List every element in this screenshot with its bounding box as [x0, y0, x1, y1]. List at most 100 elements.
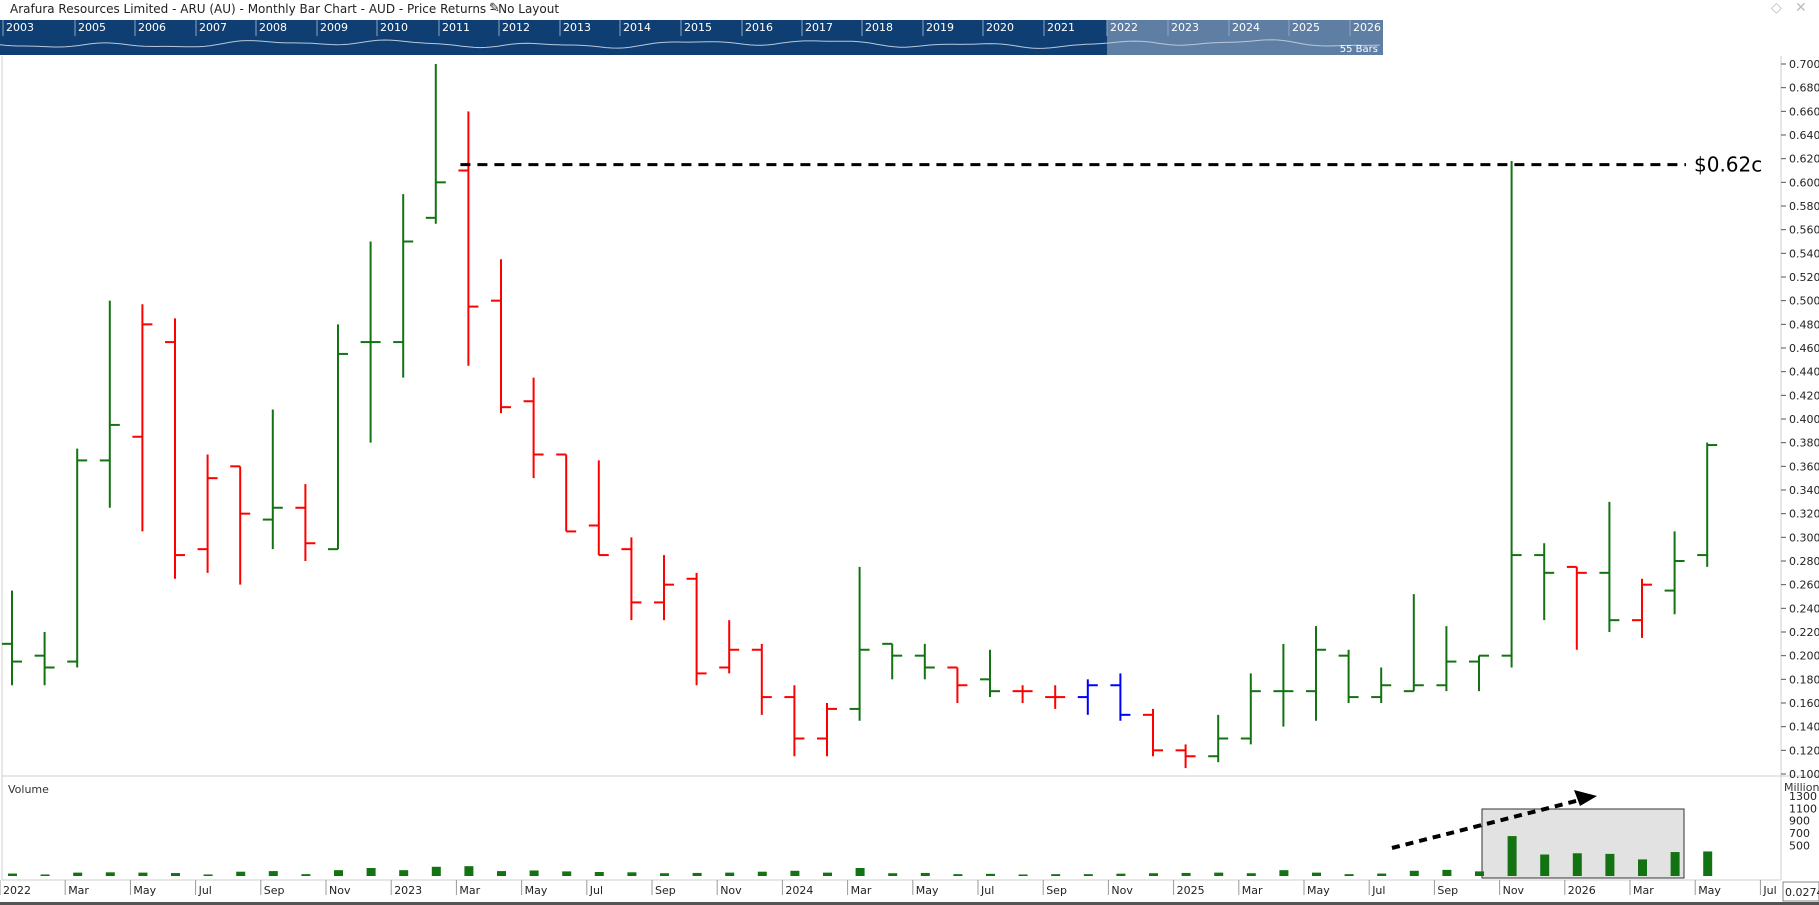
ohlc-bar: [1403, 594, 1424, 693]
pencil-icon[interactable]: ✎: [489, 1, 500, 16]
volume-bar: [301, 874, 311, 876]
navigator-year-label: 2025: [1292, 21, 1320, 34]
price-tick-label: 0.580: [1789, 200, 1819, 213]
date-tick-label: Jul: [198, 884, 212, 897]
volume-bar: [1475, 871, 1484, 876]
ohlc-bar: [1077, 679, 1098, 715]
volume-bar: [1051, 874, 1061, 876]
price-tick-label: 0.700: [1789, 58, 1819, 71]
navigator-year-label: 2024: [1232, 21, 1260, 34]
volume-bar: [1149, 873, 1158, 876]
ohlc-bar: [817, 703, 837, 757]
ohlc-bar: [947, 666, 968, 703]
navigator-year-label: 2023: [1171, 21, 1199, 34]
price-bars: [2, 64, 1718, 769]
volume-bar: [660, 873, 669, 876]
ohlc-bar: [1143, 708, 1163, 757]
ohlc-bar: [654, 555, 674, 621]
date-tick-label: Nov: [329, 884, 351, 897]
pin-icon[interactable]: ✕: [1795, 0, 1807, 16]
volume-bar: [1279, 870, 1289, 876]
ohlc-bar: [686, 572, 707, 686]
volume-bar: [1409, 870, 1419, 876]
ohlc-bar: [1110, 673, 1131, 721]
volume-bar: [855, 868, 865, 876]
price-tick-label: 0.480: [1789, 318, 1819, 331]
volume-bar: [1507, 836, 1517, 876]
price-tick-label: 0.360: [1789, 460, 1819, 473]
navigator-year-label: 2005: [78, 21, 106, 34]
volume-bar: [497, 871, 506, 876]
ohlc-bar: [751, 643, 772, 715]
date-tick-label: Nov: [1503, 884, 1525, 897]
ohlc-bar: [523, 377, 544, 479]
navigator-year-label: 2013: [563, 21, 591, 34]
price-tick-label: 0.340: [1789, 484, 1819, 497]
navigator-year-label: 2010: [380, 21, 408, 34]
volume-bar: [1540, 854, 1550, 876]
price-tick-label: 0.100: [1789, 768, 1819, 781]
ohlc-bar: [784, 685, 805, 757]
date-tick-label: 2023: [394, 884, 422, 897]
volume-bar: [236, 871, 246, 876]
volume-bar: [1377, 873, 1387, 876]
title-bar: Arafura Resources Limited - ARU (AU) - M…: [0, 0, 1819, 20]
ohlc-bar: [1632, 578, 1652, 638]
diamond-icon[interactable]: ◇: [1771, 0, 1782, 16]
ohlc-bar: [1208, 714, 1229, 763]
ohlc-bar: [491, 259, 511, 414]
price-tick-label: 0.380: [1789, 437, 1819, 450]
price-tick-label: 0.120: [1789, 744, 1819, 757]
date-tick-label: Mar: [459, 884, 480, 897]
volume-bar: [627, 872, 637, 876]
navigator-year-label: 2016: [745, 21, 773, 34]
price-tick-label: 0.680: [1789, 82, 1819, 95]
date-tick-label: 2024: [785, 884, 813, 897]
volume-tick-label: 500: [1789, 839, 1810, 852]
ohlc-bar: [1697, 442, 1718, 567]
volume-bar: [594, 872, 604, 876]
ohlc-bar: [132, 304, 153, 532]
volume-bar: [692, 872, 702, 876]
ohlc-bar: [458, 111, 479, 366]
price-tick-label: 0.140: [1789, 721, 1819, 734]
navigator-year-label: 2011: [442, 21, 470, 34]
price-tick-label: 0.180: [1789, 673, 1819, 686]
date-tick-label: Sep: [264, 884, 285, 897]
navigator-years: 2003 2005 2006 2007 2008 2009 2010 2011 2012 2013…: [2, 20, 1381, 36]
price-tick-label: 0.420: [1789, 389, 1819, 402]
volume-bar: [334, 870, 343, 876]
ohlc-bar: [719, 620, 740, 674]
volume-bar: [431, 866, 441, 876]
ohlc-bar: [197, 454, 218, 573]
date-tick-label: Sep: [1046, 884, 1067, 897]
price-tick-label: 0.200: [1789, 650, 1819, 663]
ohlc-bar: [1175, 744, 1196, 769]
time-navigator[interactable]: 2003 2005 2006 2007 2008 2009 2010 2011 2012 2013…: [0, 20, 1383, 55]
volume-bar: [399, 870, 409, 876]
volume-trend-arrowhead: [1574, 790, 1597, 806]
ohlc-bar: [34, 632, 55, 686]
volume-panel-label: Volume: [8, 783, 49, 796]
volume-bar: [73, 872, 83, 876]
navigator-year-label: 2014: [623, 21, 651, 34]
navigator-year-label: 2015: [684, 21, 712, 34]
ohlc-bar: [1045, 685, 1066, 709]
ohlc-bar: [425, 64, 446, 224]
date-tick-label: Nov: [720, 884, 742, 897]
price-tick-label: 0.640: [1789, 129, 1819, 142]
volume-bar: [757, 871, 767, 876]
volume-bar: [562, 871, 572, 876]
volume-bar: [1572, 853, 1582, 876]
date-tick-label: May: [525, 884, 548, 897]
volume-bar: [138, 872, 148, 876]
navigator-selection[interactable]: [1107, 20, 1383, 55]
ohlc-bar: [1338, 649, 1359, 703]
volume-trend-arrow: [1391, 798, 1581, 850]
price-tick-label: 0.440: [1789, 366, 1819, 379]
ohlc-bar: [1501, 161, 1522, 668]
volume-unit-label: Millions: [1784, 781, 1819, 794]
ohlc-bar: [328, 324, 348, 551]
